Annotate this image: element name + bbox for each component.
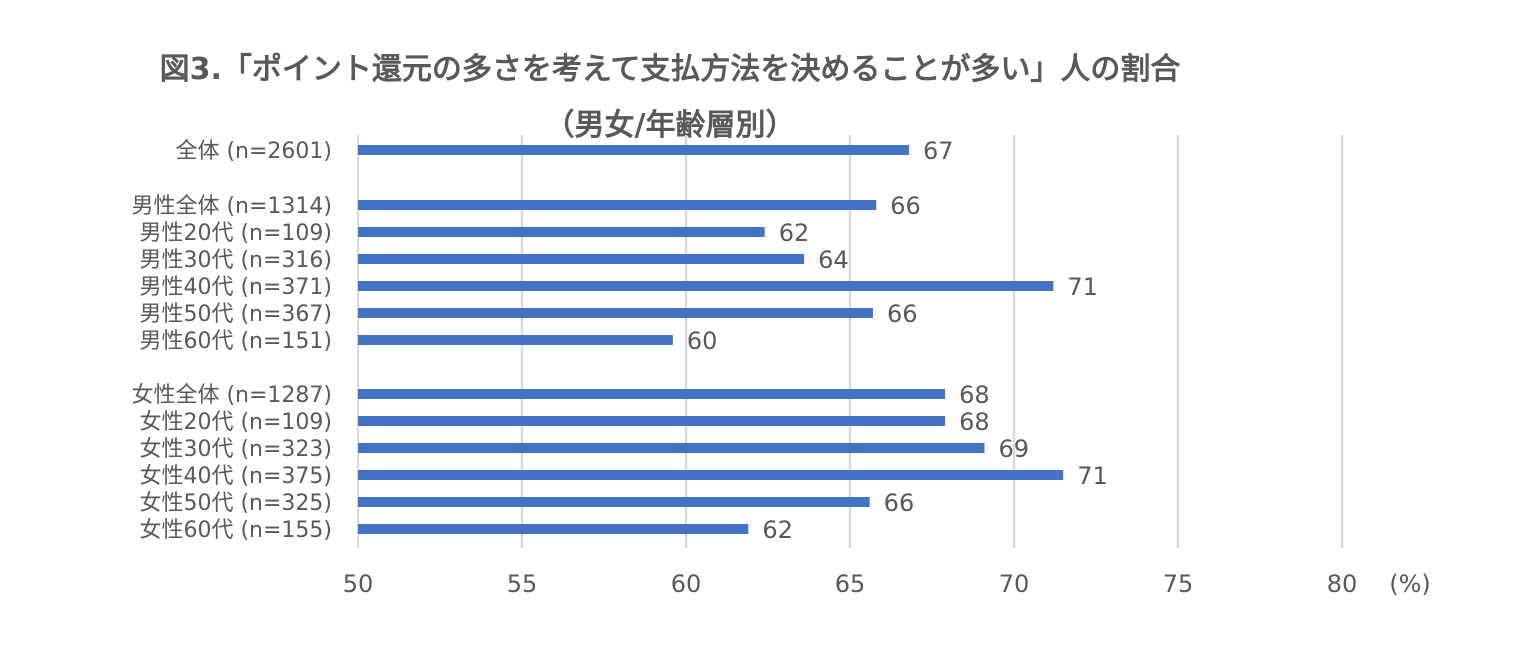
data-label: 60 [687, 327, 718, 355]
category-label: 女性全体 (n=1287) [131, 383, 332, 408]
chart-subtitle: （男女/年齢層別） [544, 108, 796, 143]
data-label: 67 [923, 137, 954, 165]
data-label: 66 [887, 300, 918, 328]
category-label: 男性50代 (n=367) [139, 302, 332, 327]
data-label: 68 [959, 381, 990, 409]
data-label: 69 [998, 435, 1029, 463]
x-tick-label: 65 [835, 570, 866, 598]
bar [358, 308, 873, 318]
data-label: 62 [779, 219, 810, 247]
bar [358, 227, 765, 237]
x-tick-label: 60 [671, 570, 702, 598]
bar [358, 524, 749, 534]
data-label: 62 [762, 516, 793, 544]
bar [358, 497, 870, 507]
bar [358, 470, 1064, 480]
unit-label: (%) [1389, 570, 1431, 598]
x-tick-label: 70 [999, 570, 1030, 598]
category-label: 男性20代 (n=109) [139, 221, 332, 246]
bar [358, 443, 985, 453]
category-label: 男性40代 (n=371) [139, 275, 332, 300]
category-label: 女性40代 (n=375) [139, 464, 332, 489]
data-label: 68 [959, 408, 990, 436]
bar [358, 254, 805, 264]
category-label: 男性30代 (n=316) [139, 248, 332, 273]
x-tick-label: 75 [1163, 570, 1194, 598]
category-label: 男性全体 (n=1314) [131, 194, 332, 219]
bar [358, 200, 877, 210]
data-label: 71 [1067, 273, 1098, 301]
data-label: 64 [818, 246, 849, 274]
bar [358, 281, 1054, 291]
chart-title: 図3.「ポイント還元の多さを考えて支払方法を決めることが多い」人の割合 [159, 52, 1181, 87]
bar [358, 335, 673, 345]
x-tick-label: 80 [1327, 570, 1358, 598]
bar [358, 416, 946, 426]
category-label: 女性60代 (n=155) [139, 518, 332, 543]
data-label: 66 [884, 489, 915, 517]
category-label: 女性50代 (n=325) [139, 491, 332, 516]
x-tick-label: 50 [343, 570, 374, 598]
category-label: 女性20代 (n=109) [139, 410, 332, 435]
data-label: 71 [1077, 462, 1108, 490]
category-label: 男性60代 (n=151) [139, 329, 332, 354]
bar [358, 389, 946, 399]
x-tick-label: 55 [507, 570, 538, 598]
category-label: 全体 (n=2601) [175, 139, 332, 164]
bar [358, 145, 910, 155]
data-label: 66 [890, 192, 921, 220]
category-label: 女性30代 (n=323) [139, 437, 332, 462]
